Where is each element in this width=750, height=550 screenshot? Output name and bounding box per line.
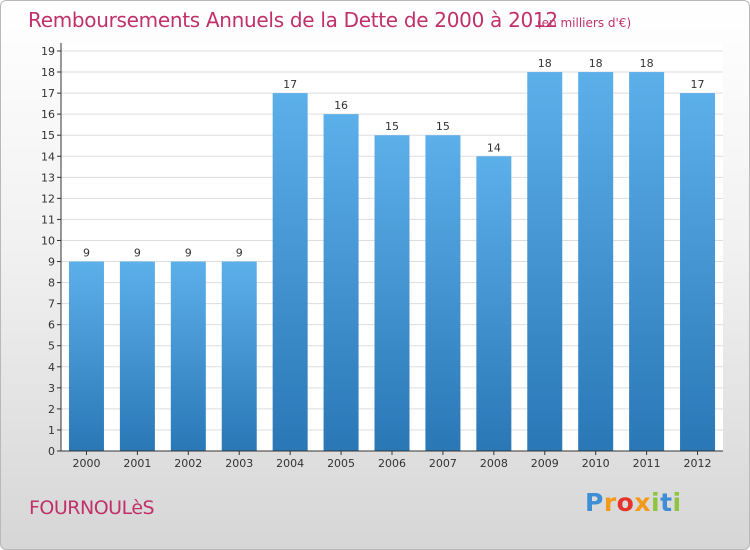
bar: [68, 261, 104, 451]
bar: [323, 114, 359, 451]
y-tick-label: 1: [48, 424, 55, 437]
y-tick-label: 13: [41, 171, 55, 184]
data-label: 16: [334, 99, 348, 112]
x-tick-label: 2004: [276, 457, 304, 470]
y-tick-label: 7: [48, 298, 55, 311]
bar: [272, 93, 308, 452]
logo-letter: r: [603, 488, 617, 517]
commune-name: FOURNOULèS: [29, 497, 155, 519]
proxiti-logo: Proxiti: [585, 488, 682, 517]
y-tick-label: 17: [41, 87, 55, 100]
data-label: 9: [134, 247, 141, 260]
data-label: 14: [487, 141, 501, 154]
data-label: 18: [538, 57, 552, 70]
bar: [221, 261, 257, 451]
bar: [119, 261, 155, 451]
y-tick-label: 9: [48, 256, 55, 269]
chart-title: Remboursements Annuels de la Dette de 20…: [28, 8, 558, 32]
x-tick-label: 2000: [72, 457, 100, 470]
y-tick-label: 3: [48, 382, 55, 395]
x-tick-label: 2011: [633, 457, 661, 470]
y-tick-label: 10: [41, 234, 55, 247]
y-tick-label: 14: [41, 150, 55, 163]
logo-letter: i: [672, 488, 682, 517]
x-tick-label: 2006: [378, 457, 406, 470]
data-label: 17: [691, 78, 705, 91]
logo-letter: t: [660, 488, 673, 517]
bar: [527, 72, 563, 451]
x-tick-label: 2001: [123, 457, 151, 470]
y-tick-label: 15: [41, 129, 55, 142]
y-tick-label: 5: [48, 340, 55, 353]
data-label: 9: [185, 247, 192, 260]
y-tick-label: 4: [48, 361, 55, 374]
bar: [578, 72, 614, 451]
data-label: 9: [83, 247, 90, 260]
y-tick-label: 6: [48, 319, 55, 332]
y-tick-label: 18: [41, 66, 55, 79]
x-tick-label: 2003: [225, 457, 253, 470]
logo-letter: x: [634, 488, 651, 517]
logo-letter: i: [651, 488, 661, 517]
bar: [629, 72, 665, 451]
y-tick-label: 19: [41, 45, 55, 58]
data-label: 18: [640, 57, 654, 70]
x-tick-label: 2010: [582, 457, 610, 470]
logo-letter: P: [585, 488, 604, 517]
data-label: 9: [236, 247, 243, 260]
bar: [476, 156, 512, 451]
bar: [425, 135, 461, 452]
logo-letter: o: [616, 488, 635, 517]
y-tick-label: 12: [41, 192, 55, 205]
x-tick-label: 2012: [684, 457, 712, 470]
bar: [374, 135, 410, 452]
x-tick-label: 2008: [480, 457, 508, 470]
data-label: 18: [589, 57, 603, 70]
x-tick-label: 2007: [429, 457, 457, 470]
y-tick-label: 16: [41, 108, 55, 121]
y-tick-label: 2: [48, 403, 55, 416]
x-tick-label: 2009: [531, 457, 559, 470]
x-tick-label: 2002: [174, 457, 202, 470]
data-label: 17: [283, 78, 297, 91]
y-tick-label: 8: [48, 277, 55, 290]
y-tick-label: 0: [48, 445, 55, 458]
chart-subtitle: (en milliers d'€): [537, 16, 632, 30]
data-label: 15: [385, 120, 399, 133]
y-tick-label: 11: [41, 213, 55, 226]
bar: [680, 93, 716, 452]
data-label: 15: [436, 120, 450, 133]
bar: [170, 261, 206, 451]
x-tick-label: 2005: [327, 457, 355, 470]
